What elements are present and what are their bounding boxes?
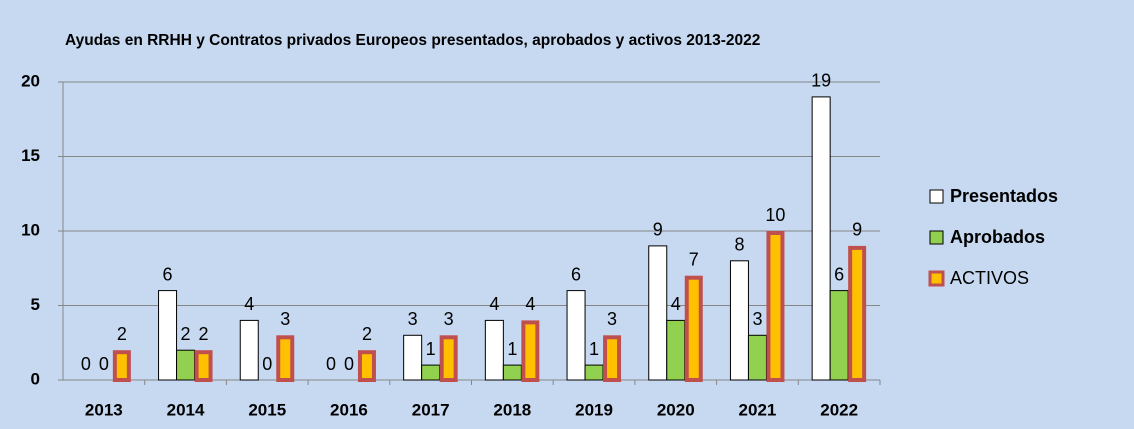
data-label: 4 (244, 294, 254, 314)
bar (421, 364, 441, 381)
legend-label: ACTIVOS (950, 268, 1029, 288)
data-label: 1 (507, 339, 517, 359)
bar (112, 350, 131, 383)
bar (848, 245, 867, 382)
x-tick-label: 2018 (493, 400, 531, 419)
chart-title: Ayudas en RRHH y Contratos privados Euro… (65, 32, 760, 49)
legend-swatch (928, 270, 945, 287)
bar (357, 350, 376, 383)
data-label: 9 (852, 220, 862, 240)
bar (603, 335, 622, 382)
bar (176, 349, 196, 381)
bar (239, 319, 259, 381)
data-label: 3 (607, 309, 617, 329)
bar (502, 364, 522, 381)
data-label: 4 (525, 294, 535, 314)
y-tick-label: 15 (21, 146, 40, 165)
x-tick-label: 2017 (412, 400, 450, 419)
data-label: 3 (752, 309, 762, 329)
bar (566, 290, 586, 381)
bar (829, 290, 849, 381)
data-label: 0 (344, 354, 354, 374)
data-label: 2 (362, 324, 372, 344)
data-label: 3 (280, 309, 290, 329)
data-label: 4 (489, 294, 499, 314)
data-label: 6 (163, 264, 173, 284)
y-tick-label: 20 (21, 71, 40, 90)
bar (729, 260, 749, 381)
data-label: 6 (834, 264, 844, 284)
bar (766, 231, 785, 382)
data-label: 7 (689, 249, 699, 269)
bar (811, 96, 831, 381)
data-label: 2 (117, 324, 127, 344)
y-tick-label: 0 (31, 369, 40, 388)
bar (747, 334, 767, 381)
bar (439, 335, 458, 382)
x-tick-label: 2013 (85, 400, 123, 419)
data-label: 2 (181, 324, 191, 344)
bar (158, 290, 178, 381)
legend-swatch (929, 230, 944, 245)
legend-swatch (929, 189, 944, 204)
x-tick-label: 2016 (330, 400, 368, 419)
data-label: 1 (589, 339, 599, 359)
x-tick-label: 2019 (575, 400, 613, 419)
bar (403, 334, 423, 381)
data-label: 0 (99, 354, 109, 374)
bar (684, 275, 703, 383)
bar (584, 364, 604, 381)
data-label: 2 (199, 324, 209, 344)
legend-label: Aprobados (950, 227, 1045, 247)
x-tick-label: 2020 (657, 400, 695, 419)
legend-label: Presentados (950, 186, 1058, 206)
x-tick-label: 2021 (739, 400, 777, 419)
bar (521, 320, 540, 382)
data-label: 10 (765, 205, 785, 225)
data-label: 3 (444, 309, 454, 329)
y-tick-label: 10 (21, 220, 40, 239)
data-label: 8 (734, 235, 744, 255)
data-label: 6 (571, 264, 581, 284)
x-tick-label: 2014 (167, 400, 205, 419)
bar (648, 245, 668, 381)
bar (194, 350, 213, 383)
x-tick-label: 2015 (248, 400, 286, 419)
data-label: 0 (81, 354, 91, 374)
data-label: 4 (671, 294, 681, 314)
data-label: 19 (811, 71, 831, 91)
data-label: 1 (426, 339, 436, 359)
bar (666, 319, 686, 381)
data-label: 3 (408, 309, 418, 329)
data-label: 9 (653, 220, 663, 240)
data-label: 0 (262, 354, 272, 374)
data-label: 0 (326, 354, 336, 374)
y-tick-label: 5 (31, 295, 40, 314)
bar (276, 335, 295, 382)
x-tick-label: 2022 (820, 400, 858, 419)
bar (484, 319, 504, 381)
